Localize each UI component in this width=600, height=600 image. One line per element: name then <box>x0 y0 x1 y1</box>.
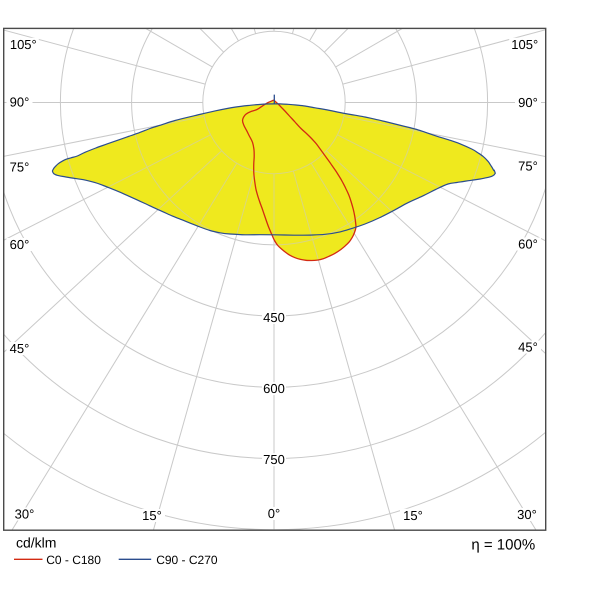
svg-text:C90 - C270: C90 - C270 <box>156 553 218 567</box>
svg-text:90°: 90° <box>10 95 30 110</box>
svg-text:45°: 45° <box>10 341 30 356</box>
svg-text:450: 450 <box>263 310 285 325</box>
svg-text:30°: 30° <box>15 507 35 522</box>
svg-text:30°: 30° <box>517 507 537 522</box>
svg-text:60°: 60° <box>518 237 538 252</box>
svg-text:90°: 90° <box>518 95 538 110</box>
svg-text:75°: 75° <box>10 160 30 175</box>
svg-text:60°: 60° <box>10 237 30 252</box>
svg-text:600: 600 <box>263 381 285 396</box>
svg-text:cd/klm: cd/klm <box>16 535 56 551</box>
svg-text:45°: 45° <box>518 340 538 355</box>
svg-text:C0 - C180: C0 - C180 <box>46 553 101 567</box>
svg-text:η = 100%: η = 100% <box>471 537 535 554</box>
svg-text:15°: 15° <box>403 508 423 523</box>
svg-text:0°: 0° <box>268 506 280 521</box>
svg-text:75°: 75° <box>518 159 538 174</box>
svg-text:15°: 15° <box>142 508 162 523</box>
svg-text:105°: 105° <box>511 37 538 52</box>
svg-text:105°: 105° <box>10 37 37 52</box>
svg-text:750: 750 <box>263 452 285 467</box>
